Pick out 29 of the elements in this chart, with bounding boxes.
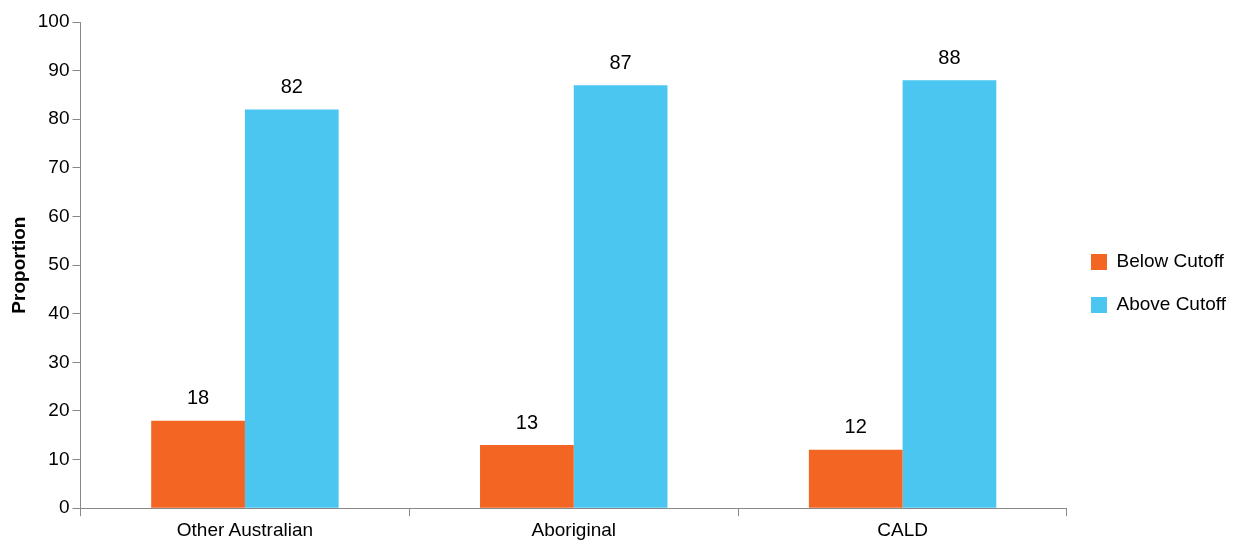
y-axis-title: Proportion [7,216,29,314]
data-label: 12 [844,415,867,438]
y-tick-label: 80 [48,107,70,129]
x-tick-label: Aboriginal [531,518,616,540]
bar [244,109,339,508]
bar [573,85,668,508]
y-tick-label: 20 [48,399,70,421]
data-label: 18 [186,386,210,409]
bar [808,449,903,508]
data-label: 82 [280,75,303,98]
bar [902,80,997,508]
y-tick-label: 100 [37,10,70,32]
y-tick-label: 40 [48,301,70,323]
data-label: 88 [938,45,961,68]
x-tick-label: CALD [877,518,928,540]
y-tick-label: 30 [48,350,70,372]
y-tick-label: 10 [48,447,70,469]
y-tick-label: 70 [48,156,70,178]
bar [480,444,574,508]
legend-label: Below Cutoff [1116,250,1225,272]
y-tick-label: 60 [48,204,70,226]
y-tick-label: 90 [48,58,70,80]
bar [151,420,245,508]
legend-label: Above Cutoff [1116,293,1227,315]
data-label: 87 [609,50,632,73]
x-tick-label: Other Australian [176,518,314,540]
data-label: 13 [515,410,539,433]
y-tick-label: 0 [58,496,70,518]
y-tick-label: 50 [48,253,70,275]
